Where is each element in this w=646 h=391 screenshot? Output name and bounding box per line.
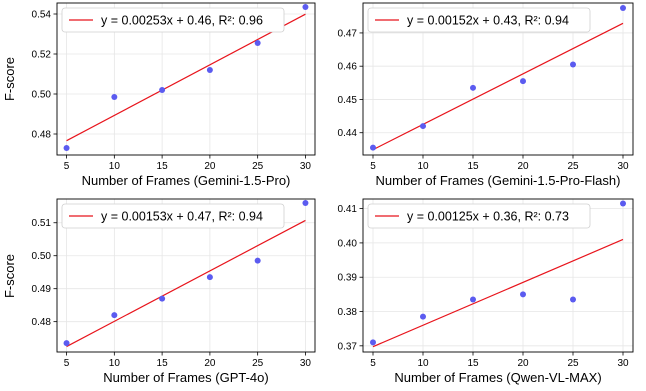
legend-label: y = 0.00153x + 0.47, R²: 0.94 — [101, 210, 263, 224]
data-point — [302, 4, 309, 10]
data-point — [570, 61, 576, 68]
y-tick-label: 0.50 — [32, 90, 52, 101]
legend-box — [367, 203, 591, 229]
y-tick-label: 0.44 — [338, 128, 358, 139]
subplot-4: 5 10 15 20 25 30 0.37 0.38 0.39 0.40 0.41 y = 0.001… — [338, 198, 634, 385]
data-point — [420, 123, 426, 130]
data-point — [420, 313, 426, 320]
data-point — [111, 312, 118, 319]
legend-label: y = 0.00125x + 0.36, R²: 0.73 — [407, 210, 569, 224]
data-point — [254, 257, 261, 264]
legend: y = 0.00125x + 0.36, R²: 0.73 — [367, 203, 591, 229]
data-point — [570, 296, 576, 303]
y-axis-label: F-score — [2, 57, 17, 101]
y-tick-label: 0.46 — [338, 62, 358, 73]
data-point — [470, 84, 476, 91]
y-tick-label: 0.39 — [338, 273, 358, 284]
x-tick-label: 25 — [567, 161, 579, 172]
data-point — [620, 200, 626, 207]
x-axis-label: Number of Frames (GPT-4o) — [103, 370, 268, 385]
y-tick-label: 0.48 — [32, 130, 52, 141]
x-tick-label: 15 — [157, 358, 169, 369]
x-tick-label: 5 — [370, 161, 376, 172]
y-tick-label: 0.41 — [338, 204, 358, 215]
y-tick-label: 0.49 — [32, 284, 52, 295]
data-point — [63, 340, 70, 347]
x-tick-label: 25 — [252, 358, 264, 369]
data-point — [520, 78, 526, 85]
y-tick-label: 0.38 — [338, 307, 358, 318]
data-point — [111, 94, 118, 100]
x-tick-label: 20 — [204, 161, 216, 172]
legend: y = 0.00253x + 0.46, R²: 0.96 — [61, 7, 285, 33]
x-tick-label: 30 — [617, 358, 629, 369]
x-tick-label: 5 — [64, 358, 70, 369]
y-tick-label: 0.50 — [32, 251, 52, 262]
data-point — [302, 199, 309, 206]
x-tick-label: 25 — [252, 161, 264, 172]
x-axis-label: Number of Frames (Qwen-VL-MAX) — [394, 370, 601, 385]
legend-label: y = 0.00152x + 0.43, R²: 0.94 — [407, 14, 569, 28]
fit-line — [66, 219, 306, 348]
y-tick-label: 0.54 — [32, 10, 52, 21]
x-tick-label: 15 — [467, 358, 479, 369]
data-point — [620, 4, 626, 11]
legend: y = 0.00152x + 0.43, R²: 0.94 — [367, 7, 591, 33]
y-tick-label: 0.51 — [32, 218, 52, 229]
subplot-2: 5 10 15 20 25 30 0.44 0.45 0.46 0.47 y = 0.00152x … — [338, 2, 634, 188]
legend: y = 0.00153x + 0.47, R²: 0.94 — [61, 203, 285, 229]
x-tick-label: 30 — [617, 161, 629, 172]
x-tick-label: 10 — [417, 161, 429, 172]
legend-box — [367, 7, 591, 33]
subplot-1: 5 10 15 20 25 30 0.48 0.50 0.52 0.54 y = 0.00253x … — [2, 2, 316, 188]
data-point — [370, 144, 376, 151]
legend-label: y = 0.00253x + 0.46, R²: 0.96 — [101, 14, 263, 28]
y-axis-label: F-score — [2, 254, 17, 298]
x-tick-label: 15 — [467, 161, 479, 172]
x-tick-label: 25 — [567, 358, 579, 369]
data-point — [254, 40, 261, 46]
plot-frame — [362, 198, 634, 353]
y-tick-label: 0.47 — [338, 28, 358, 39]
x-tick-label: 5 — [370, 358, 376, 369]
x-axis-label: Number of Frames (Gemini-1.5-Pro-Flash) — [376, 173, 621, 188]
y-tick-label: 0.48 — [32, 317, 52, 328]
subplot-3: 5 10 15 20 25 30 0.48 0.49 0.50 0.51 y = 0.00153x … — [2, 198, 316, 385]
data-point — [206, 274, 213, 281]
legend-box — [61, 7, 285, 33]
y-tick-label: 0.45 — [338, 95, 358, 106]
y-tick-label: 0.52 — [32, 50, 52, 61]
data-point — [206, 67, 213, 73]
plot-frame — [56, 198, 316, 353]
x-tick-label: 30 — [300, 161, 312, 172]
fit-line — [66, 13, 306, 142]
x-tick-label: 15 — [157, 161, 169, 172]
plot-frame — [362, 2, 634, 156]
x-tick-label: 10 — [109, 358, 121, 369]
data-point — [159, 87, 166, 93]
data-point — [520, 291, 526, 298]
fit-line — [372, 238, 624, 348]
data-point — [63, 145, 70, 151]
x-tick-label: 20 — [204, 358, 216, 369]
data-point — [159, 295, 166, 302]
x-axis-label: Number of Frames (Gemini-1.5-Pro) — [82, 173, 291, 188]
y-tick-label: 0.40 — [338, 238, 358, 249]
legend-box — [61, 203, 285, 229]
data-point — [370, 339, 376, 346]
plot-frame — [56, 2, 316, 156]
x-tick-label: 5 — [64, 161, 70, 172]
x-tick-label: 30 — [300, 358, 312, 369]
fit-line — [372, 22, 624, 151]
x-tick-label: 10 — [417, 358, 429, 369]
data-point — [470, 296, 476, 303]
x-tick-label: 10 — [109, 161, 121, 172]
x-tick-label: 20 — [517, 161, 529, 172]
y-tick-label: 0.37 — [338, 341, 358, 352]
x-tick-label: 20 — [517, 358, 529, 369]
